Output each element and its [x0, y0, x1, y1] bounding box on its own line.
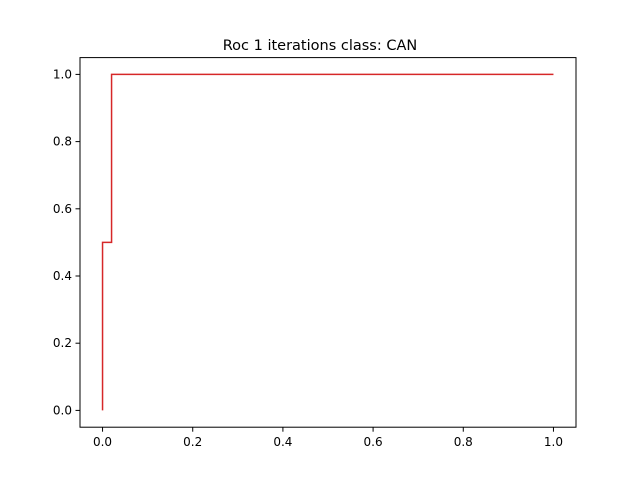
x-tick-label: 0.2: [183, 435, 202, 449]
x-tick-label: 0.4: [273, 435, 292, 449]
series-layer: [101, 73, 554, 411]
x-tick-label: 0.8: [454, 435, 473, 449]
chart-title: Roc 1 iterations class: CAN: [223, 38, 418, 54]
y-axis-ticks: 0.0 0.2 0.4 0.6 0.8 1.0: [53, 67, 80, 417]
plot-frame: [79, 57, 577, 428]
x-tick-label: 1.0: [544, 435, 563, 449]
y-tick-label: 0.2: [53, 336, 72, 350]
x-tick-label: 0.6: [364, 435, 383, 449]
y-tick-label: 0.6: [53, 202, 72, 216]
y-tick-label: 0.8: [53, 135, 72, 149]
roc-curve-line: [101, 73, 554, 411]
y-tick-label: 0.0: [53, 403, 72, 417]
x-tick-label: 0.0: [93, 435, 112, 449]
y-tick-label: 0.4: [53, 269, 72, 283]
plot-area: [79, 57, 577, 428]
y-tick-label: 1.0: [53, 67, 72, 81]
x-axis-ticks: 0.0 0.2 0.4 0.6 0.8 1.0: [93, 427, 563, 449]
